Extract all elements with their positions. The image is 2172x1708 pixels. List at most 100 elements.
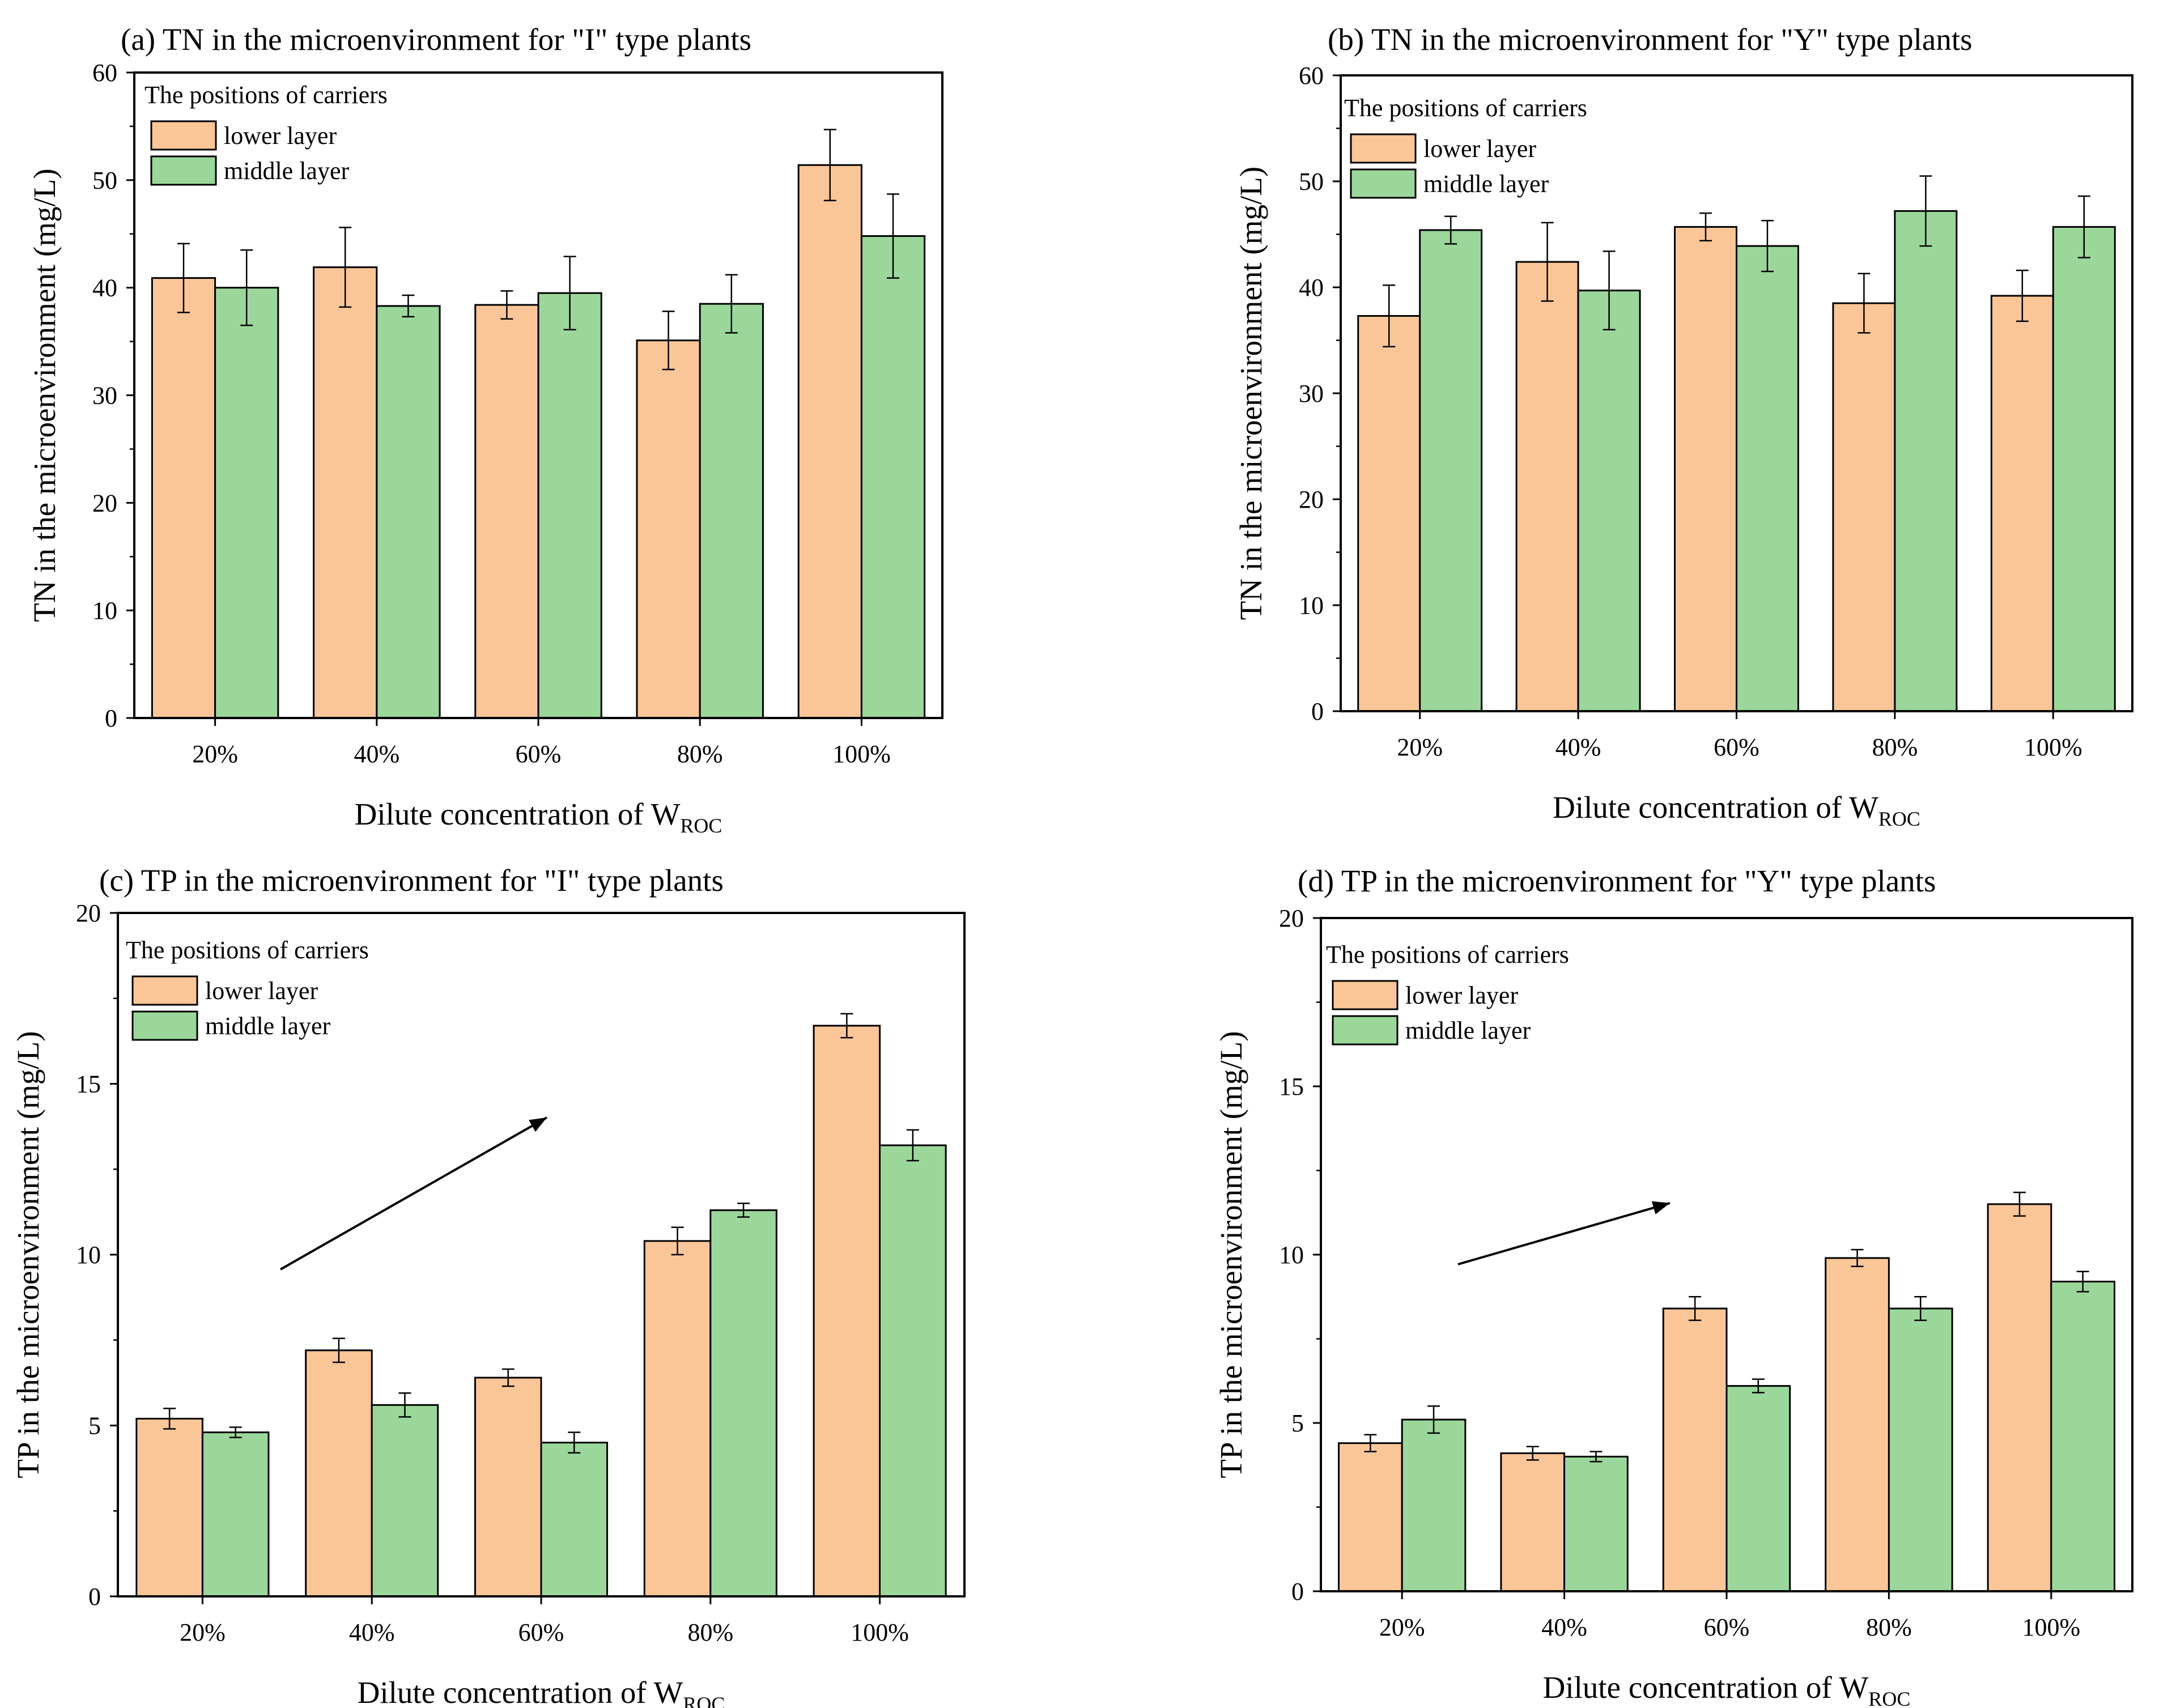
bar-middle-100% [860,235,926,719]
error-bar-middle-40% [402,294,415,318]
error-bar-middle-60% [1761,219,1774,273]
bar-lower-20% [1357,315,1421,712]
bar-middle-40% [1577,290,1641,712]
y-tick-label: 50 [92,167,117,194]
y-tick-label: 0 [105,704,117,732]
error-bar-lower-40% [1526,1446,1539,1461]
error-bar-middle-20% [1444,215,1457,245]
error-bar-lower-20% [177,243,190,313]
error-bar-lower-20% [1383,284,1396,347]
bar-lower-80% [1825,1257,1890,1592]
error-bar-lower-100% [840,1013,853,1039]
bar-middle-80% [1894,210,1958,712]
error-bar-middle-60% [1752,1378,1765,1393]
plot-frame [133,71,943,719]
y-tick-label: 5 [1291,1409,1304,1437]
bar-lower-40% [1515,261,1579,712]
y-tick-label: 60 [1299,62,1324,90]
legend-title: The positions of carriers [1344,94,1587,122]
y-tick-label: 15 [1279,1073,1304,1101]
trend-arrow-head [1651,1201,1670,1214]
y-axis-label: TP in the microenvironment (mg/L) [11,1031,45,1478]
bar-lower-60% [474,304,539,719]
legend-title: The positions of carriers [144,81,388,109]
y-tick-label: 10 [1299,592,1324,619]
x-tick-label: 60% [518,1618,564,1646]
bar-middle-40% [1563,1455,1629,1592]
legend-label-middle: middle layer [1405,1017,1531,1044]
bar-middle-20% [201,1431,270,1597]
chart-panel-c: (c) TP in the microenvironment for "I" t… [11,863,966,1708]
x-tick-label: 20% [1397,733,1443,761]
legend-label-lower: lower layer [224,122,337,150]
error-bar-lower-80% [1858,273,1871,334]
bar-lower-20% [151,277,216,719]
bar-lower-100% [813,1025,881,1597]
error-bar-lower-100% [823,129,836,202]
chart-panel-d: (d) TP in the microenvironment for "Y" t… [1214,864,2133,1708]
bar-middle-100% [879,1144,947,1597]
error-bar-lower-80% [1851,1248,1864,1268]
bar-middle-80% [1888,1307,1953,1592]
bar-middle-20% [1419,229,1483,712]
bar-middle-20% [1401,1418,1467,1592]
chart-title: (a) TN in the microenvironment for "I" t… [121,22,751,57]
bar-middle-100% [2052,226,2116,712]
chart-panel-a: (a) TN in the microenvironment for "I" t… [27,22,943,837]
legend-swatch-middle [131,1010,198,1041]
y-tick-label: 0 [1311,698,1324,725]
y-tick-label: 40 [92,274,117,302]
error-bar-lower-40% [1541,222,1554,302]
y-tick-label: 10 [76,1241,101,1269]
bar-middle-40% [376,305,441,719]
x-tick-label: 40% [354,740,399,768]
bar-middle-100% [2050,1281,2115,1592]
error-bar-middle-80% [737,1203,750,1218]
error-bar-lower-60% [1689,1296,1702,1322]
x-tick-label: 100% [2024,733,2082,761]
x-axis-label-subscript: ROC [680,814,722,837]
error-bar-middle-100% [906,1129,919,1162]
y-tick-label: 10 [92,597,117,624]
x-axis-label: Dilute concentration of WROC [1543,1670,1911,1708]
legend-swatch-lower [131,975,198,1006]
error-bar-middle-60% [568,1431,581,1454]
x-axis-label: Dilute concentration of WROC [358,1675,725,1708]
bar-middle-40% [371,1404,439,1597]
error-bar-lower-100% [2016,269,2029,322]
y-tick-label: 40 [1299,274,1324,301]
x-axis-label: Dilute concentration of WROC [1553,790,1920,830]
bar-middle-60% [1725,1385,1791,1592]
bar-lower-100% [797,164,862,719]
chart-title: (c) TP in the microenvironment for "I" t… [99,863,724,898]
bar-lower-100% [1987,1203,2052,1592]
bar-lower-60% [474,1376,542,1597]
x-axis-label-subscript: ROC [1878,808,1920,830]
bar-lower-20% [1338,1442,1403,1592]
y-tick-label: 60 [92,59,117,87]
bar-middle-60% [1736,245,1799,712]
bar-lower-20% [135,1417,203,1597]
x-axis-label-subscript: ROC [683,1693,725,1708]
legend-swatch-lower [1350,133,1417,164]
x-axis-label-main: Dilute concentration of W [355,797,681,831]
chart-panel-b: (b) TN in the microenvironment for "Y" t… [1234,22,2133,830]
bar-middle-60% [540,1442,609,1597]
x-tick-label: 100% [832,740,891,768]
trend-arrow-shaft [1457,1202,1671,1265]
x-tick-label: 60% [1714,733,1759,761]
bar-lower-80% [636,339,701,719]
y-tick-label: 5 [88,1412,101,1440]
y-axis-label: TN in the microenvironment (mg/L) [1234,167,1268,620]
error-bar-lower-20% [1364,1434,1377,1452]
bar-lower-100% [1990,295,2054,712]
x-axis-label-subscript: ROC [1868,1688,1910,1708]
x-tick-label: 20% [192,740,238,768]
error-bar-middle-40% [1603,250,1616,331]
x-tick-label: 40% [1541,1613,1587,1641]
y-tick-label: 20 [1279,904,1304,932]
error-bar-lower-40% [332,1337,345,1363]
error-bar-lower-60% [1699,212,1712,241]
bar-lower-40% [305,1349,373,1597]
